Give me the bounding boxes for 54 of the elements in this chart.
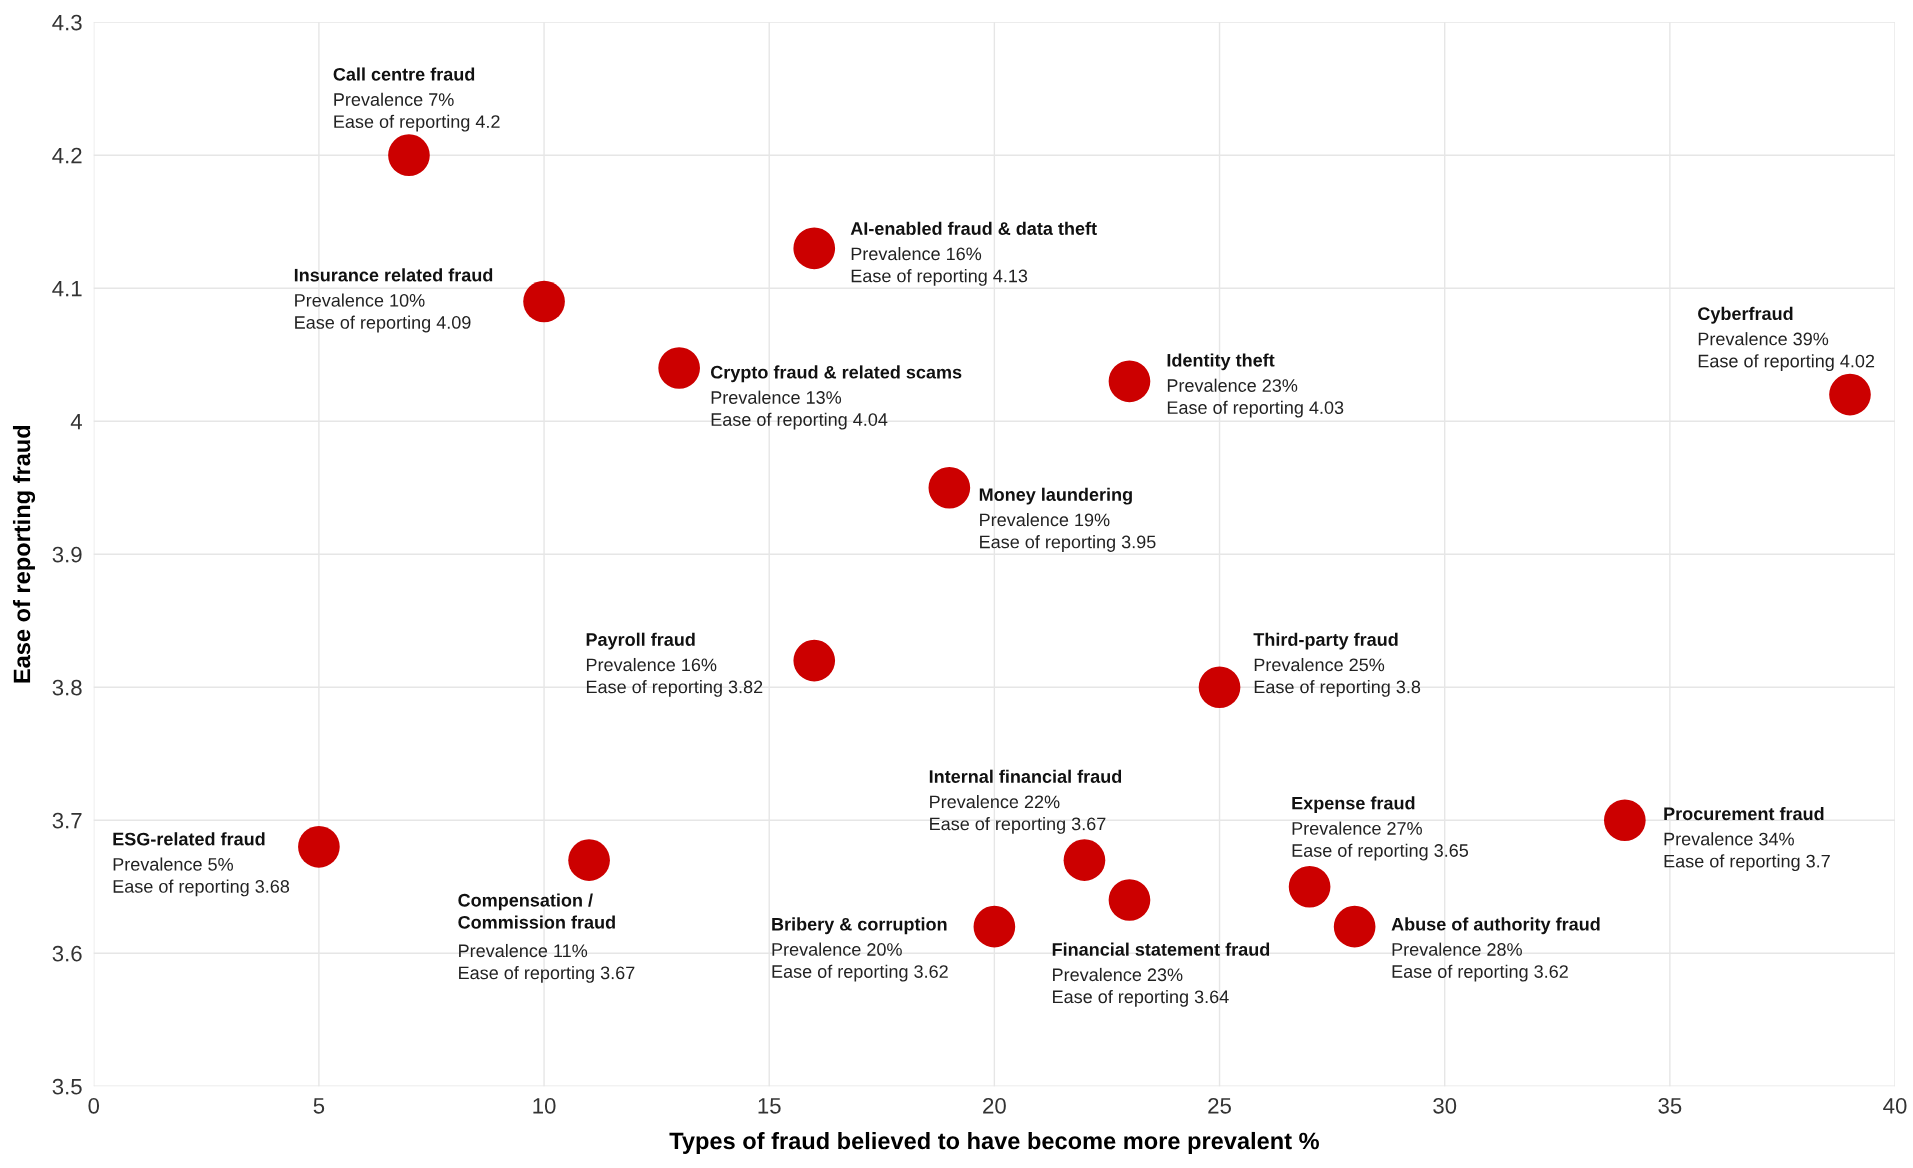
x-tick-label: 15 <box>758 1098 781 1114</box>
y-tick-label: 4.2 <box>52 147 82 164</box>
y-tick-label: 3.7 <box>52 812 82 829</box>
annotation: Payroll fraud Prevalence 16% Ease of reporting 3.82 <box>586 632 763 697</box>
point <box>658 347 700 389</box>
point <box>298 826 340 868</box>
y-tick-label: 4 <box>70 413 82 430</box>
point <box>1108 360 1151 403</box>
point <box>973 905 1016 948</box>
point <box>1108 879 1151 921</box>
point <box>1333 905 1376 948</box>
annotation: AI-enabled fraud & data theft Prevalence 16% Ease of reporting 4.13 <box>850 221 1097 286</box>
point <box>1829 373 1871 416</box>
x-tick-label: 20 <box>983 1097 1006 1114</box>
point <box>1198 666 1241 709</box>
annotation: Compensation / Commission fraud Prevalence 11% Ease of reporting 3.67 <box>458 893 635 983</box>
annotation: Cyberfraud Prevalence 39% Ease of reporting 4.02 <box>1698 306 1875 371</box>
point <box>523 280 565 323</box>
y-tick-label: 4.3 <box>52 14 82 31</box>
annotation: Procurement fraud Prevalence 34% Ease of reporting 3.7 <box>1664 806 1830 872</box>
x-tick-label: 35 <box>1658 1097 1682 1114</box>
y-tick-label: 3.9 <box>52 546 82 563</box>
annotation: Money laundering Prevalence 19% Ease of reporting 3.95 <box>979 487 1156 552</box>
x-tick-label: 30 <box>1433 1097 1457 1114</box>
x-tick-label: 25 <box>1208 1097 1231 1114</box>
annotation: ESG-related fraud Prevalence 5% Ease of reporting 3.68 <box>113 832 290 897</box>
point <box>568 839 610 881</box>
y-axis-title: Ease of reporting fraud <box>12 425 36 683</box>
point <box>793 227 836 270</box>
point <box>1603 799 1646 842</box>
point <box>928 466 971 509</box>
point <box>1288 865 1331 908</box>
annotation: Financial statement fraud Prevalence 23% Ease of reporting 3.64 <box>1052 942 1270 1007</box>
annotation: Insurance related fraud Prevalence 10% Ease of reporting 4.09 <box>294 268 493 333</box>
point <box>388 134 430 177</box>
x-tick-label: 0 <box>88 1097 100 1114</box>
x-tick-label: 10 <box>533 1097 556 1114</box>
annotation: Abuse of authority fraud Prevalence 28% Ease of reporting 3.62 <box>1391 917 1600 982</box>
annotation: Crypto fraud & related scams Prevalence 13% Ease of reporting 4.04 <box>710 365 962 430</box>
annotation: Third-party fraud Prevalence 25% Ease of reporting 3.8 <box>1253 632 1421 697</box>
annotation: Call centre fraud Prevalence 7% Ease of reporting 4.2 <box>333 67 500 132</box>
x-tick-label: 40 <box>1883 1097 1907 1114</box>
annotation: Bribery & corruption Prevalence 20% Ease of reporting 3.62 <box>772 917 948 982</box>
y-tick-label: 3.5 <box>52 1078 82 1095</box>
point <box>793 639 836 682</box>
y-tick-label: 4.1 <box>52 280 82 297</box>
x-tick-label: 5 <box>313 1098 325 1114</box>
annotation: Internal financial fraud Prevalence 22% Ease of reporting 3.67 <box>929 769 1122 834</box>
x-axis-title: Types of fraud believed to have become more prevalent % <box>669 1131 1319 1154</box>
annotation: Identity theft Prevalence 23% Ease of reporting 4.03 <box>1167 353 1344 418</box>
annotation: Expense fraud Prevalence 27% Ease of reporting 3.65 <box>1292 796 1469 861</box>
y-tick-label: 3.8 <box>52 679 82 696</box>
point <box>1063 839 1106 881</box>
y-tick-label: 3.6 <box>52 945 82 962</box>
